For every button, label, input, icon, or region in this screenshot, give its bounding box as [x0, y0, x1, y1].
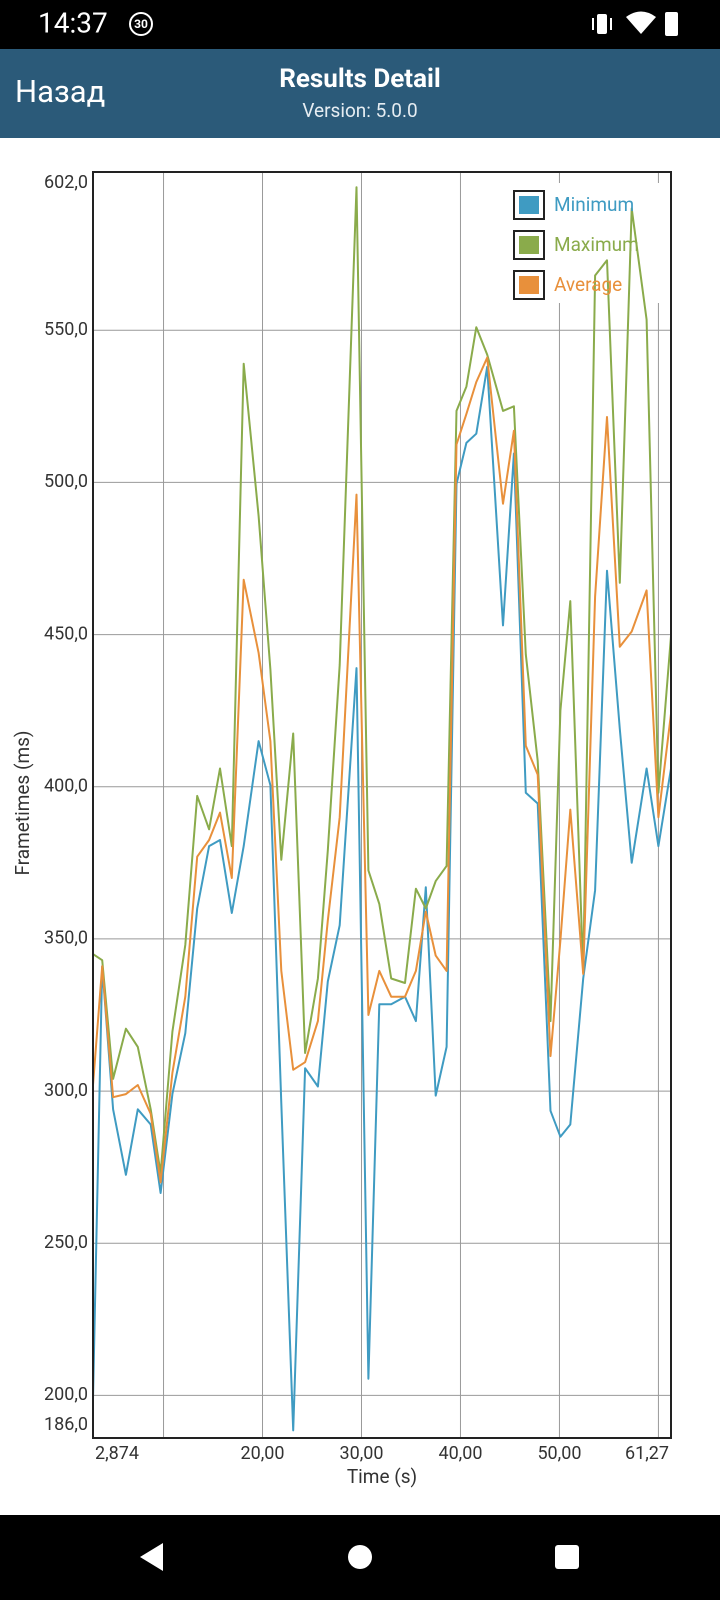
app-title: Results Detail [279, 64, 441, 94]
x-tick-label: 20,00 [241, 1443, 285, 1464]
x-tick-label: 61,27 [625, 1443, 669, 1464]
x-tick-label: 40,00 [438, 1443, 482, 1464]
x-axis-title: Time (s) [347, 1465, 417, 1488]
x-tick-label: 2,874 [95, 1443, 139, 1464]
chart: 186,0 200,0 250,0 300,0 350,0 400,0 450,0 500,0… [11, 171, 672, 1488]
y-tick-label: 350,0 [44, 928, 88, 949]
plot-border [92, 171, 672, 1439]
y-tick-label: 550,0 [44, 319, 88, 340]
x-tick-label: 50,00 [537, 1443, 581, 1464]
y-tick-label: 300,0 [44, 1080, 88, 1101]
nav-back[interactable] [140, 1543, 163, 1571]
series-line [92, 356, 672, 1184]
legend-color [519, 236, 539, 254]
app-bar [0, 49, 720, 138]
x-tick-label: 30,00 [339, 1443, 383, 1464]
legend-label: Maximum [554, 233, 639, 256]
nav-recents[interactable] [555, 1545, 579, 1569]
legend-color [519, 196, 539, 214]
y-tick-label: 602,0 [44, 172, 88, 193]
y-axis-title: Frametimes (ms) [11, 730, 34, 875]
y-tick-label: 200,0 [44, 1384, 88, 1405]
legend-label: Average [554, 273, 622, 296]
status-badge: 30 [134, 17, 148, 31]
series-line [92, 365, 672, 1432]
back-button[interactable]: Назад [15, 73, 105, 110]
status-time: 14:37 [38, 6, 108, 39]
app-subtitle: Version: 5.0.0 [302, 99, 417, 122]
y-tick-label: 450,0 [44, 623, 88, 644]
y-tick-label: 186,0 [44, 1414, 88, 1435]
legend-label: Minimum [554, 193, 634, 216]
status-badge-icon [129, 12, 153, 36]
legend-color [519, 276, 539, 294]
status-icons [592, 11, 678, 36]
plot-area [93, 172, 671, 1438]
series-line [92, 186, 672, 1175]
y-tick-label: 500,0 [44, 471, 88, 492]
y-tick-label: 400,0 [44, 775, 88, 796]
y-tick-label: 250,0 [44, 1232, 88, 1253]
nav-home[interactable] [348, 1545, 372, 1569]
